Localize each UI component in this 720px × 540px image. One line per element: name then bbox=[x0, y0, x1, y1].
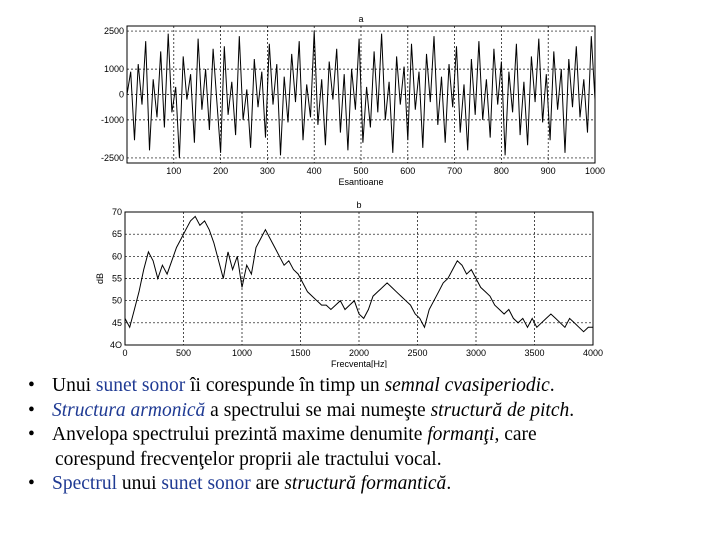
bullet-text-segment: . bbox=[446, 473, 452, 494]
bullet-item: • Structura armonică a spectrului se mai … bbox=[28, 399, 718, 424]
x-tick-label: 700 bbox=[447, 166, 462, 176]
bullet-dot: • bbox=[28, 399, 35, 421]
x-axis-label: Esantioane bbox=[338, 177, 383, 187]
x-tick-label: 1000 bbox=[585, 166, 605, 176]
x-tick-label: 2500 bbox=[407, 348, 427, 358]
bullet-text-segment: îi corespunde în timp un bbox=[185, 375, 385, 396]
x-axis-label: Frecventa[Hz] bbox=[331, 359, 387, 368]
bullet-list: • Unui sunet sonor îi corespunde în timp … bbox=[28, 374, 718, 497]
y-tick-label: 50 bbox=[112, 296, 122, 306]
bullet-text-segment: a spectrului se mai numeşte bbox=[205, 399, 431, 421]
x-tick-label: 900 bbox=[541, 166, 556, 176]
bullet-text-segment: semnal cvasiperiodic bbox=[384, 375, 550, 396]
bullet-text-segment: structură de pitch bbox=[430, 399, 570, 421]
y-tick-label: 65 bbox=[112, 229, 122, 239]
x-tick-label: 1000 bbox=[232, 348, 252, 358]
x-tick-label: 3500 bbox=[524, 348, 544, 358]
series-line bbox=[126, 31, 596, 158]
x-tick-label: 200 bbox=[213, 166, 228, 176]
bullet-text-segment: unui bbox=[116, 473, 162, 494]
x-tick-label: 500 bbox=[176, 348, 191, 358]
y-tick-label: 1000 bbox=[104, 64, 124, 74]
spectrum-chart: 0 500 1000 1500 2000 2500 3000 3500 4000 4O 45 50 55… bbox=[95, 200, 603, 368]
y-tick-label: -2500 bbox=[101, 153, 124, 163]
bullet-dot: • bbox=[28, 424, 35, 445]
y-tick-label: 60 bbox=[112, 251, 122, 261]
x-tick-label: 600 bbox=[400, 166, 415, 176]
x-tick-label: 2000 bbox=[349, 348, 369, 358]
bullet-text-segment: structură formantică bbox=[284, 473, 447, 494]
bullet-dot: • bbox=[28, 473, 35, 494]
bullet-text-segment: , care bbox=[494, 424, 537, 445]
x-tick-label: 800 bbox=[494, 166, 509, 176]
y-tick-label: 45 bbox=[112, 318, 122, 328]
x-tick-label: 300 bbox=[260, 166, 275, 176]
y-axis-label: dB bbox=[95, 273, 105, 284]
waveform-chart: 100 200 300 400 500 600 700 800 900 1000 -2500 -100… bbox=[101, 14, 605, 187]
x-tick-label: 3000 bbox=[466, 348, 486, 358]
y-tick-label: 4O bbox=[110, 340, 122, 350]
bullet-text-segment: Unui bbox=[52, 375, 96, 396]
x-tick-label: 0 bbox=[122, 348, 127, 358]
bullet-item: • Spectrul unui sunet sonor are structură… bbox=[28, 472, 718, 497]
bullet-text-segment: formanţi bbox=[427, 424, 495, 445]
bullet-dot: • bbox=[28, 375, 35, 396]
y-tick-label: 55 bbox=[112, 274, 122, 284]
y-tick-label: 2500 bbox=[104, 26, 124, 36]
y-tick-label: 0 bbox=[119, 90, 124, 100]
bullet-item: • Unui sunet sonor îi corespunde în timp … bbox=[28, 374, 718, 399]
x-tick-label: 4000 bbox=[583, 348, 603, 358]
bullet-item: • Anvelopa spectrului prezintă maxime den… bbox=[28, 423, 718, 472]
bullet-text-segment: . bbox=[569, 399, 575, 421]
bullet-text-segment: are bbox=[250, 473, 285, 494]
bullet-text-segment: Structura armonică bbox=[52, 399, 206, 421]
chart-title: b bbox=[356, 200, 361, 210]
bullet-text-segment: Anvelopa spectrului prezintă maxime denu… bbox=[52, 424, 428, 445]
series-line bbox=[124, 215, 593, 333]
bullet-text-segment: . bbox=[549, 375, 555, 396]
x-tick-label: 100 bbox=[166, 166, 181, 176]
bullet-text-segment: sunet sonor bbox=[161, 473, 251, 494]
y-tick-label: 70 bbox=[112, 207, 122, 217]
bullet-continuation: corespund frecvenţelor proprii ale tract… bbox=[55, 448, 442, 470]
bullet-text-segment: Spectrul bbox=[52, 473, 117, 494]
y-tick-label: -1000 bbox=[101, 115, 124, 125]
bullet-text-segment: sunet sonor bbox=[95, 375, 186, 396]
x-tick-label: 1500 bbox=[290, 348, 310, 358]
chart-title: a bbox=[358, 14, 363, 24]
x-tick-label: 500 bbox=[353, 166, 368, 176]
x-tick-label: 400 bbox=[307, 166, 322, 176]
